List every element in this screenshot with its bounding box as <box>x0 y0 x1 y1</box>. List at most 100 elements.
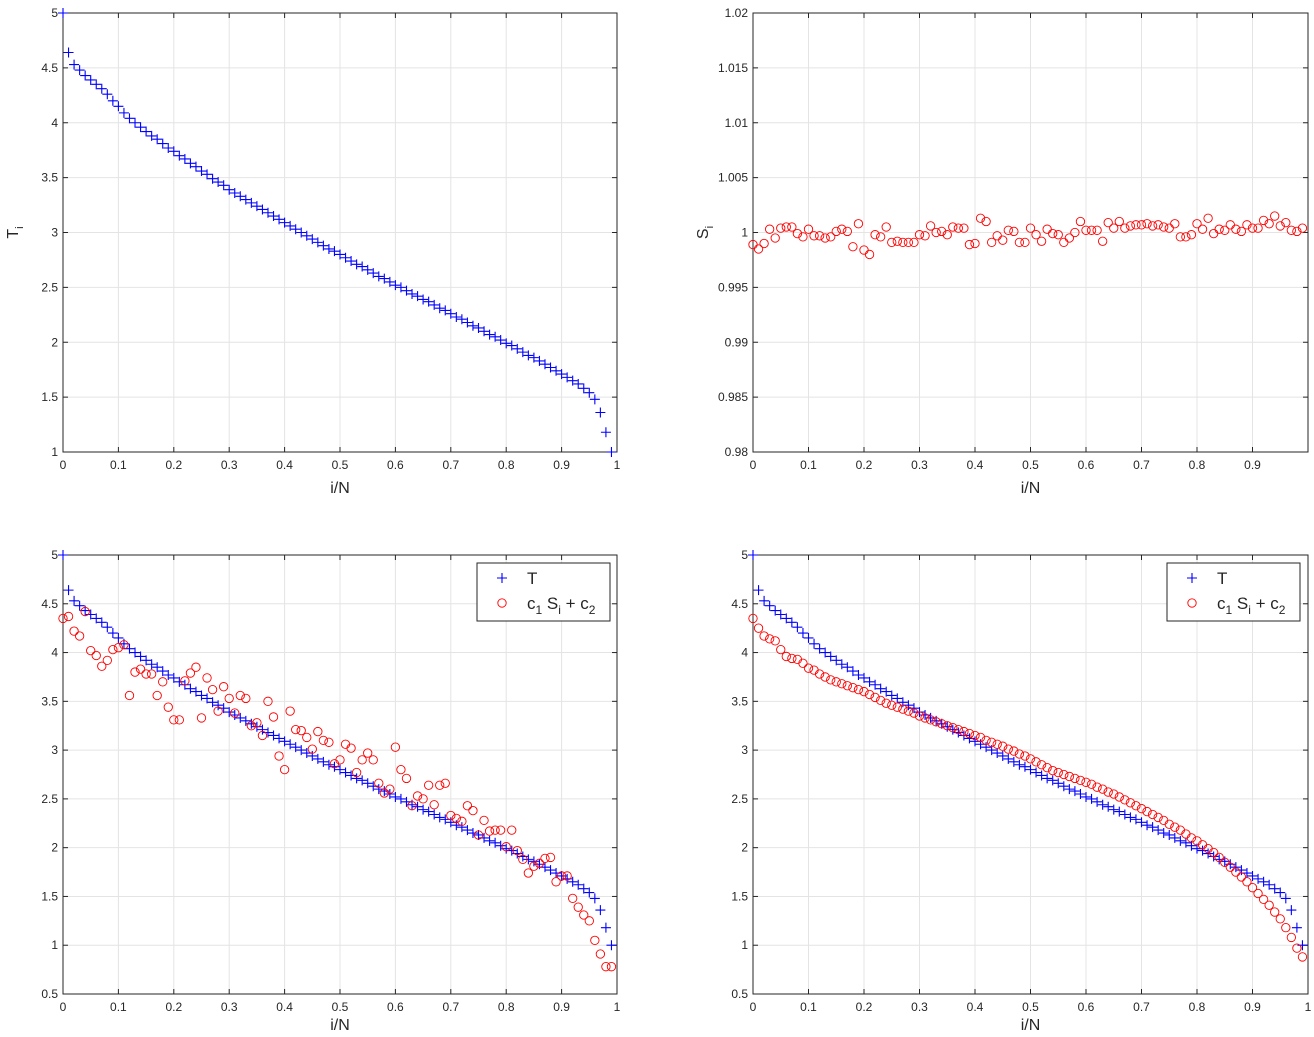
data-point <box>770 605 781 616</box>
data-point <box>820 233 830 243</box>
data-point <box>340 252 351 263</box>
data-point <box>407 801 417 811</box>
data-point <box>196 166 207 177</box>
y-tick-label: 1.02 <box>725 6 749 20</box>
data-point <box>920 231 930 241</box>
data-point <box>870 230 880 240</box>
data-point <box>567 876 578 887</box>
data-point <box>213 706 223 716</box>
data-point <box>490 837 501 848</box>
data-point <box>589 394 600 405</box>
data-point <box>948 723 958 733</box>
data-point <box>573 879 584 890</box>
data-point <box>146 659 157 670</box>
data-point <box>1203 848 1214 859</box>
data-point <box>1120 795 1130 805</box>
data-point <box>124 690 135 701</box>
data-point <box>335 755 345 765</box>
data-point <box>379 786 390 797</box>
y-tick-label: 4 <box>741 646 748 660</box>
x-tick-label: 0.7 <box>442 458 459 472</box>
data-point <box>185 158 196 169</box>
data-point <box>63 611 74 622</box>
data-point <box>1264 900 1274 910</box>
data-point <box>759 238 769 249</box>
data-point <box>892 693 903 704</box>
x-tick-label: 0.1 <box>110 458 127 472</box>
data-point <box>987 737 997 747</box>
data-point <box>362 778 373 789</box>
data-point <box>964 733 975 744</box>
data-point <box>257 730 268 741</box>
data-point <box>368 268 379 279</box>
data-point <box>1081 777 1091 787</box>
data-point <box>373 271 384 282</box>
data-point <box>1125 798 1136 808</box>
data-point <box>1031 757 1041 767</box>
data-point <box>396 764 406 775</box>
data-point <box>423 780 434 790</box>
y-tick-label: 0.5 <box>41 987 58 1001</box>
y-tick-label: 3 <box>51 226 58 240</box>
data-point <box>1020 751 1030 761</box>
x-tick-label: 0.3 <box>911 458 928 472</box>
data-point <box>870 679 881 690</box>
data-point <box>118 107 129 118</box>
x-tick-label: 0.6 <box>387 1000 404 1014</box>
data-point <box>1003 753 1014 764</box>
data-point <box>268 712 279 722</box>
data-point <box>412 791 423 801</box>
data-point <box>853 684 864 695</box>
data-point <box>1169 832 1180 843</box>
data-point <box>920 713 930 723</box>
data-point <box>903 706 914 716</box>
x-tick-label: 0.9 <box>553 458 570 472</box>
data-point <box>1292 226 1302 237</box>
data-point <box>384 276 395 287</box>
x-tick-label: 0.2 <box>165 458 182 472</box>
data-point <box>1086 779 1097 789</box>
data-point <box>74 631 85 641</box>
x-tick-label: 0.6 <box>1078 1000 1095 1014</box>
y-tick-label: 3.5 <box>41 694 58 708</box>
data-point <box>518 854 528 865</box>
data-point <box>479 832 490 843</box>
data-point <box>313 726 323 737</box>
data-point <box>318 240 329 251</box>
x-tick-label: 0.6 <box>387 458 404 472</box>
data-point <box>1019 761 1030 772</box>
data-point <box>357 775 368 786</box>
data-point <box>848 242 858 252</box>
y-tick-label: 2.5 <box>731 792 748 806</box>
data-point <box>351 773 362 784</box>
data-point <box>80 606 90 617</box>
data-point <box>163 142 174 153</box>
y-tick-label: 3 <box>51 743 58 757</box>
series-1 <box>748 211 1308 260</box>
x-tick-label: 0.3 <box>221 458 238 472</box>
data-point <box>135 122 146 133</box>
data-point <box>1092 782 1102 792</box>
data-point <box>981 216 991 227</box>
data-point <box>959 223 969 233</box>
data-point <box>385 784 395 794</box>
data-point <box>229 709 240 720</box>
series-1 <box>748 550 1308 951</box>
data-point <box>925 715 936 725</box>
data-point <box>484 826 495 836</box>
x-tick-label: 0.3 <box>221 1000 238 1014</box>
data-point <box>113 643 124 653</box>
data-point <box>506 340 517 351</box>
data-point <box>859 686 869 697</box>
data-point <box>831 677 841 687</box>
data-point <box>495 335 506 346</box>
data-point <box>770 636 780 646</box>
data-point <box>335 249 345 260</box>
data-point <box>528 352 539 363</box>
data-point <box>1258 215 1269 226</box>
data-point <box>1064 233 1075 243</box>
data-point <box>462 801 473 811</box>
data-point <box>864 676 875 687</box>
data-point <box>1098 784 1108 794</box>
data-point <box>1014 759 1025 770</box>
